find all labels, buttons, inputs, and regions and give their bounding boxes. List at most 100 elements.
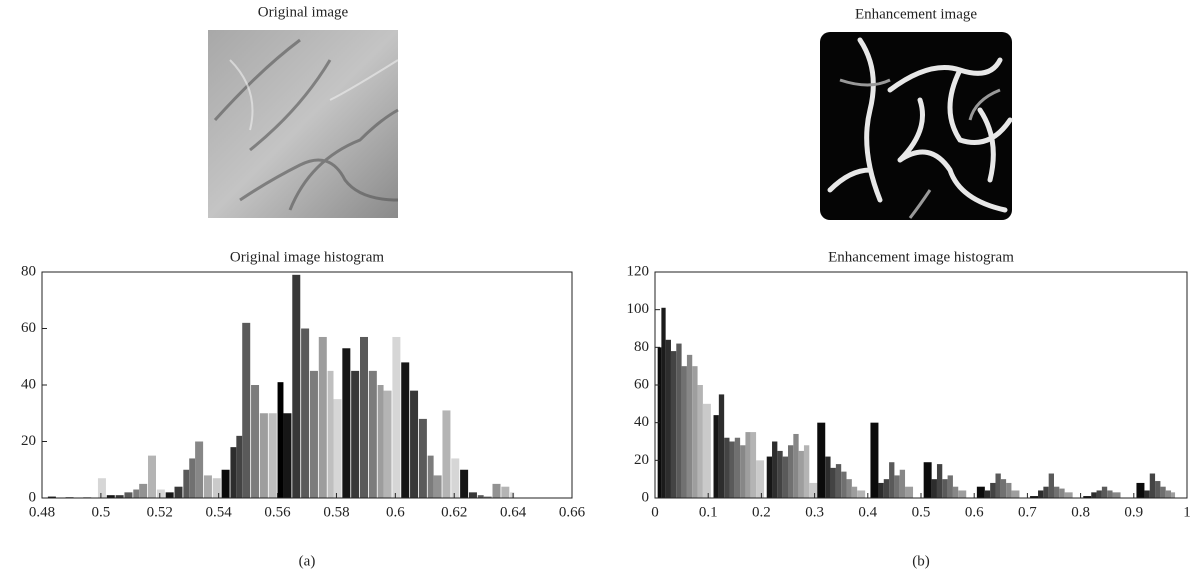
y-tick-label: 80	[634, 339, 649, 355]
panel-label: (b)	[912, 553, 930, 569]
image-title: Enhancement image	[855, 6, 977, 22]
bar	[492, 483, 501, 498]
x-tick-label: 0.6	[965, 504, 984, 520]
x-tick-label: 0.54	[206, 504, 233, 520]
bar	[106, 495, 115, 498]
bar	[894, 475, 900, 498]
bar	[665, 339, 671, 498]
bar	[777, 450, 783, 498]
y-tick-label: 20	[634, 452, 649, 468]
bar	[681, 366, 687, 498]
bar	[984, 490, 991, 498]
bar	[1160, 486, 1166, 498]
chart-title: Enhancement image histogram	[828, 249, 1014, 265]
bar	[990, 482, 996, 498]
bar	[333, 399, 342, 498]
bar	[47, 496, 56, 498]
bar	[1091, 492, 1097, 498]
y-tick-label: 0	[642, 489, 650, 505]
bar	[870, 422, 879, 498]
bar	[1011, 490, 1020, 498]
x-tick-label: 0.1	[699, 504, 718, 520]
bar	[1171, 492, 1176, 498]
bar	[401, 362, 410, 498]
bar	[1165, 490, 1172, 498]
bar	[418, 418, 427, 498]
bar	[692, 366, 698, 498]
bar	[857, 490, 866, 498]
panel-label: (a)	[299, 553, 316, 569]
bar	[1096, 490, 1102, 498]
x-tick-label: 0	[651, 504, 659, 520]
x-tick-label: 0.2	[752, 504, 771, 520]
y-tick-label: 0	[29, 489, 37, 505]
bar	[242, 322, 251, 498]
bar	[809, 482, 818, 498]
x-tick-label: 0.56	[264, 504, 291, 520]
bar	[724, 437, 730, 498]
x-tick-label: 0.58	[323, 504, 349, 520]
x-tick-label: 0.52	[147, 504, 173, 520]
bar	[236, 435, 243, 498]
bar	[1083, 496, 1092, 498]
bar	[115, 495, 124, 498]
bar	[212, 478, 221, 498]
x-tick-label: 0.4	[858, 504, 877, 520]
bar	[97, 478, 106, 498]
bar	[268, 413, 277, 498]
bar	[174, 486, 183, 498]
bar	[1136, 482, 1145, 498]
x-tick-label: 0.5	[92, 504, 111, 520]
bar	[1144, 490, 1150, 498]
bar	[392, 336, 401, 498]
bar	[189, 458, 196, 498]
bar	[756, 460, 765, 498]
y-tick-label: 100	[627, 301, 650, 317]
y-tick-label: 120	[627, 263, 650, 279]
bar	[360, 336, 368, 498]
x-tick-label: 0.6	[386, 504, 405, 520]
bar	[817, 422, 826, 498]
bar	[878, 482, 884, 498]
bar	[309, 370, 318, 498]
bar	[251, 385, 260, 498]
bar	[342, 348, 351, 498]
bar	[183, 469, 190, 498]
bar	[442, 410, 451, 498]
bar	[851, 486, 858, 498]
bar	[889, 462, 895, 498]
bar	[947, 475, 953, 498]
y-tick-label: 40	[634, 414, 649, 430]
bar	[148, 455, 156, 498]
bar	[139, 483, 148, 498]
bar	[165, 492, 174, 498]
bar	[1101, 486, 1108, 498]
y-tick-label: 80	[21, 263, 36, 279]
bar	[782, 456, 788, 498]
bar	[1006, 482, 1012, 498]
bar	[788, 445, 794, 498]
x-tick-label: 0.7	[1018, 504, 1037, 520]
bar	[156, 489, 165, 498]
bar	[995, 473, 1001, 498]
bar	[133, 489, 140, 498]
bar	[1107, 490, 1113, 498]
bar	[734, 437, 741, 498]
bar	[351, 370, 360, 498]
bar	[798, 450, 804, 498]
bar	[277, 382, 284, 498]
bar	[841, 471, 847, 498]
bar	[718, 394, 725, 498]
bar	[793, 433, 799, 498]
bar	[1064, 492, 1073, 498]
y-tick-label: 40	[21, 376, 36, 392]
bar	[835, 464, 842, 498]
bar	[292, 274, 301, 498]
bar	[477, 495, 484, 498]
bar	[740, 445, 746, 498]
bar	[1112, 492, 1121, 498]
bar	[905, 486, 914, 498]
bar	[729, 441, 735, 498]
